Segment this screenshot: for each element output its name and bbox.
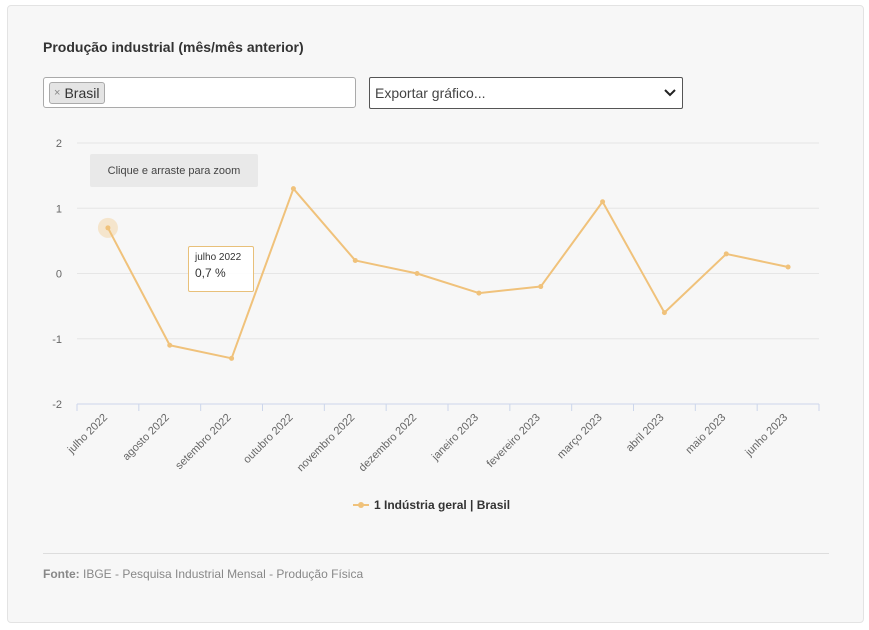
source-label: Fonte: (43, 567, 80, 581)
data-point (723, 251, 729, 257)
y-tick-label: 2 (56, 138, 62, 150)
data-point (290, 186, 296, 192)
x-tick-label: janeiro 2023 (429, 412, 481, 464)
region-tag-label: Brasil (64, 85, 100, 101)
data-point (600, 199, 606, 205)
x-tick-label: junho 2023 (743, 412, 791, 460)
data-point (538, 284, 544, 290)
source-note: Fonte: IBGE - Pesquisa Industrial Mensal… (43, 567, 363, 581)
y-tick-label: 1 (56, 203, 62, 215)
export-chart-select[interactable]: Exportar gráfico... (369, 77, 683, 109)
x-tick-label: maio 2023 (684, 412, 729, 457)
region-tag: × Brasil (49, 82, 106, 104)
y-tick-label: 0 (56, 269, 62, 281)
data-tooltip: julho 2022 0,7 % (188, 246, 254, 292)
legend-marker (358, 502, 364, 508)
region-multiselect[interactable]: × Brasil (43, 77, 356, 108)
chevron-down-icon (664, 89, 676, 97)
data-point (167, 342, 173, 348)
data-point (352, 257, 358, 263)
x-tick-label: julho 2022 (65, 412, 110, 457)
source-text: IBGE - Pesquisa Industrial Mensal - Prod… (83, 567, 364, 581)
export-select-value: Exportar gráfico... (375, 85, 486, 101)
series-line (107, 187, 789, 360)
tooltip-value: 0,7 % (195, 266, 226, 280)
zoom-hint: Clique e arraste para zoom (90, 154, 258, 187)
x-tick-label: setembro 2022 (173, 412, 233, 472)
x-tick-label: março 2023 (555, 412, 605, 462)
data-point (785, 264, 791, 270)
legend-label: 1 Indústria geral | Brasil (374, 498, 510, 512)
footer-divider (43, 553, 829, 554)
x-tick-label: novembro 2022 (295, 412, 358, 475)
y-tick-label: -2 (52, 399, 62, 411)
page-title: Produção industrial (mês/mês anterior) (43, 39, 304, 55)
x-tick-label: dezembro 2022 (357, 412, 420, 475)
y-axis: 2 1 0 -1 -2 (52, 138, 62, 411)
x-tick-label: fevereiro 2023 (485, 412, 543, 470)
data-point (229, 355, 235, 361)
data-point (476, 290, 482, 296)
x-tick-label: agosto 2022 (121, 412, 172, 463)
tooltip-category: julho 2022 (195, 252, 242, 263)
x-tick-label: outubro 2022 (241, 412, 295, 466)
x-axis: julho 2022 agosto 2022 setembro 2022 outubr… (65, 403, 820, 475)
series-line-group (97, 186, 791, 361)
remove-tag-icon[interactable]: × (54, 87, 61, 99)
data-point (661, 310, 667, 316)
legend: 1 Indústria geral | Brasil (353, 498, 510, 512)
data-point (105, 225, 111, 231)
data-point (414, 271, 420, 276)
y-tick-label: -1 (52, 334, 62, 346)
x-tick-label: abril 2023 (624, 412, 667, 455)
